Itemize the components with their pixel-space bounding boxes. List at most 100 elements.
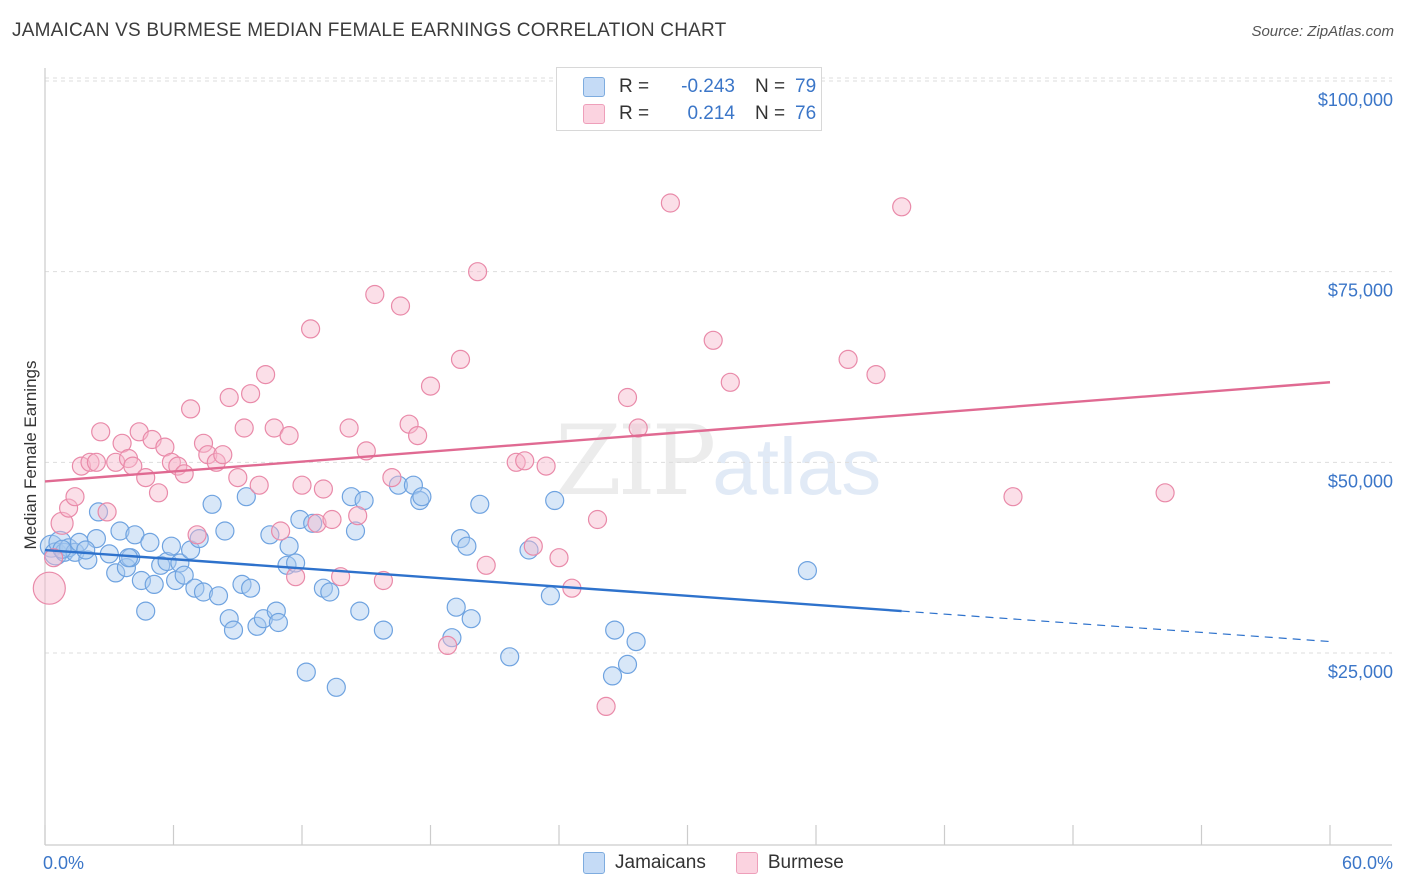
jamaicans-point (131, 570, 151, 591)
jamaicans-point (412, 487, 432, 507)
grid-lines (45, 77, 1392, 654)
source-label: Source: ZipAtlas.com (1251, 23, 1394, 40)
y-tick-labels: $25,000 $50,000 $75,000 $100,000 (1318, 90, 1393, 682)
jamaicans-point (106, 563, 126, 583)
series-legend-burmese[interactable]: Burmese (735, 852, 844, 874)
jamaicans-point (236, 487, 256, 507)
legend-row-jamaicans: R = -0.243 N = 79 (583, 73, 816, 101)
legend-swatch-burmese (583, 104, 605, 124)
burmese-point (279, 426, 299, 446)
burmese-point (892, 197, 912, 217)
burmese-point (628, 418, 648, 438)
burmese-point (373, 570, 393, 591)
burmese-point (187, 525, 207, 545)
jamaicans-point (241, 578, 261, 598)
burmese-point (536, 456, 556, 476)
jamaicans-point (350, 601, 370, 621)
legend-n-label: N = (755, 103, 786, 124)
jamaicans-point (174, 565, 194, 585)
jamaicans-point (461, 609, 481, 629)
jamaicans-points (39, 475, 818, 697)
burmese-point (420, 376, 441, 396)
jamaicans-point (110, 521, 130, 541)
jamaicans-point (118, 548, 139, 568)
y-tick-label: $25,000 (1328, 662, 1393, 682)
jamaicans-point (500, 647, 520, 667)
burmese-point (660, 193, 681, 213)
burmese-trend-line (44, 381, 1331, 483)
jamaicans-point (797, 560, 818, 581)
jamaicans-point (208, 586, 229, 606)
jamaicans-point (48, 530, 72, 555)
jamaicans-point (320, 582, 340, 602)
jamaicans-point (247, 616, 267, 636)
jamaicans-point (144, 574, 164, 595)
legend-row-burmese: R = 0.214 N = 76 (583, 100, 816, 128)
burmese-point (339, 418, 359, 438)
y-tick-label: $75,000 (1328, 281, 1393, 301)
burmese-point (307, 513, 327, 533)
jamaicans-point (345, 521, 366, 541)
legend-r-label: R = (619, 103, 650, 124)
legend-r-label: R = (619, 76, 650, 97)
burmese-point (348, 506, 368, 526)
burmese-point (365, 284, 385, 305)
burmese-point (234, 418, 254, 438)
jamaicans-point (540, 586, 561, 606)
burmese-point (703, 330, 723, 350)
burmese-point (523, 536, 543, 556)
chart-title: JAMAICAN VS BURMESE MEDIAN FEMALE EARNIN… (12, 20, 727, 41)
burmese-point (97, 502, 117, 522)
burmese-point (1155, 483, 1175, 503)
series-swatch-burmese (735, 852, 758, 874)
correlation-legend: R = -0.243 N = 79 R = 0.214 N = 76 (556, 67, 822, 131)
trend-lines (44, 381, 1331, 643)
jamaicans-point (279, 536, 299, 556)
series-label-jamaicans: Jamaicans (615, 852, 706, 873)
burmese-point (1003, 487, 1023, 507)
burmese-point (382, 468, 402, 488)
burmese-point (65, 487, 85, 507)
burmese-point (271, 521, 291, 541)
series-legend-jamaicans[interactable]: Jamaicans (583, 852, 706, 874)
burmese-point (80, 452, 100, 472)
burmese-point (720, 372, 740, 392)
burmese-point (213, 445, 233, 465)
y-tick-label: $100,000 (1318, 90, 1393, 110)
jamaicans-point (161, 536, 181, 556)
y-tick-label: $50,000 (1328, 471, 1393, 491)
jamaicans-point (202, 494, 222, 514)
jamaicans-point (446, 597, 466, 617)
burmese-point (32, 571, 66, 605)
jamaicans-point (388, 475, 408, 495)
legend-n-label: N = (755, 76, 786, 97)
burmese-point (838, 349, 858, 369)
jamaicans-point (457, 536, 477, 556)
jamaicans-point (223, 620, 244, 640)
burmese-point (136, 468, 156, 488)
legend-r-value: 0.214 (687, 103, 735, 124)
burmese-point (515, 451, 535, 471)
jamaicans-point (193, 582, 214, 602)
burmese-point (476, 555, 496, 575)
jamaicans-point (296, 662, 316, 682)
burmese-point (408, 426, 428, 446)
burmese-point (322, 509, 342, 530)
jamaicans-point (450, 528, 471, 549)
burmese-point (256, 365, 276, 385)
burmese-point (228, 468, 248, 488)
burmese-point (50, 511, 74, 535)
jamaicans-trend-line (44, 548, 902, 613)
burmese-point (43, 548, 64, 568)
watermark-zip: ZIP (555, 405, 716, 517)
burmese-point (86, 452, 107, 472)
burmese-point (241, 384, 261, 404)
jamaicans-point (268, 612, 288, 633)
jamaicans-point (602, 666, 623, 686)
legend-r-value: -0.243 (681, 76, 735, 97)
jamaicans-point (219, 609, 239, 629)
burmese-point (450, 349, 471, 369)
burmese-point (438, 635, 458, 656)
burmese-point (587, 509, 608, 530)
